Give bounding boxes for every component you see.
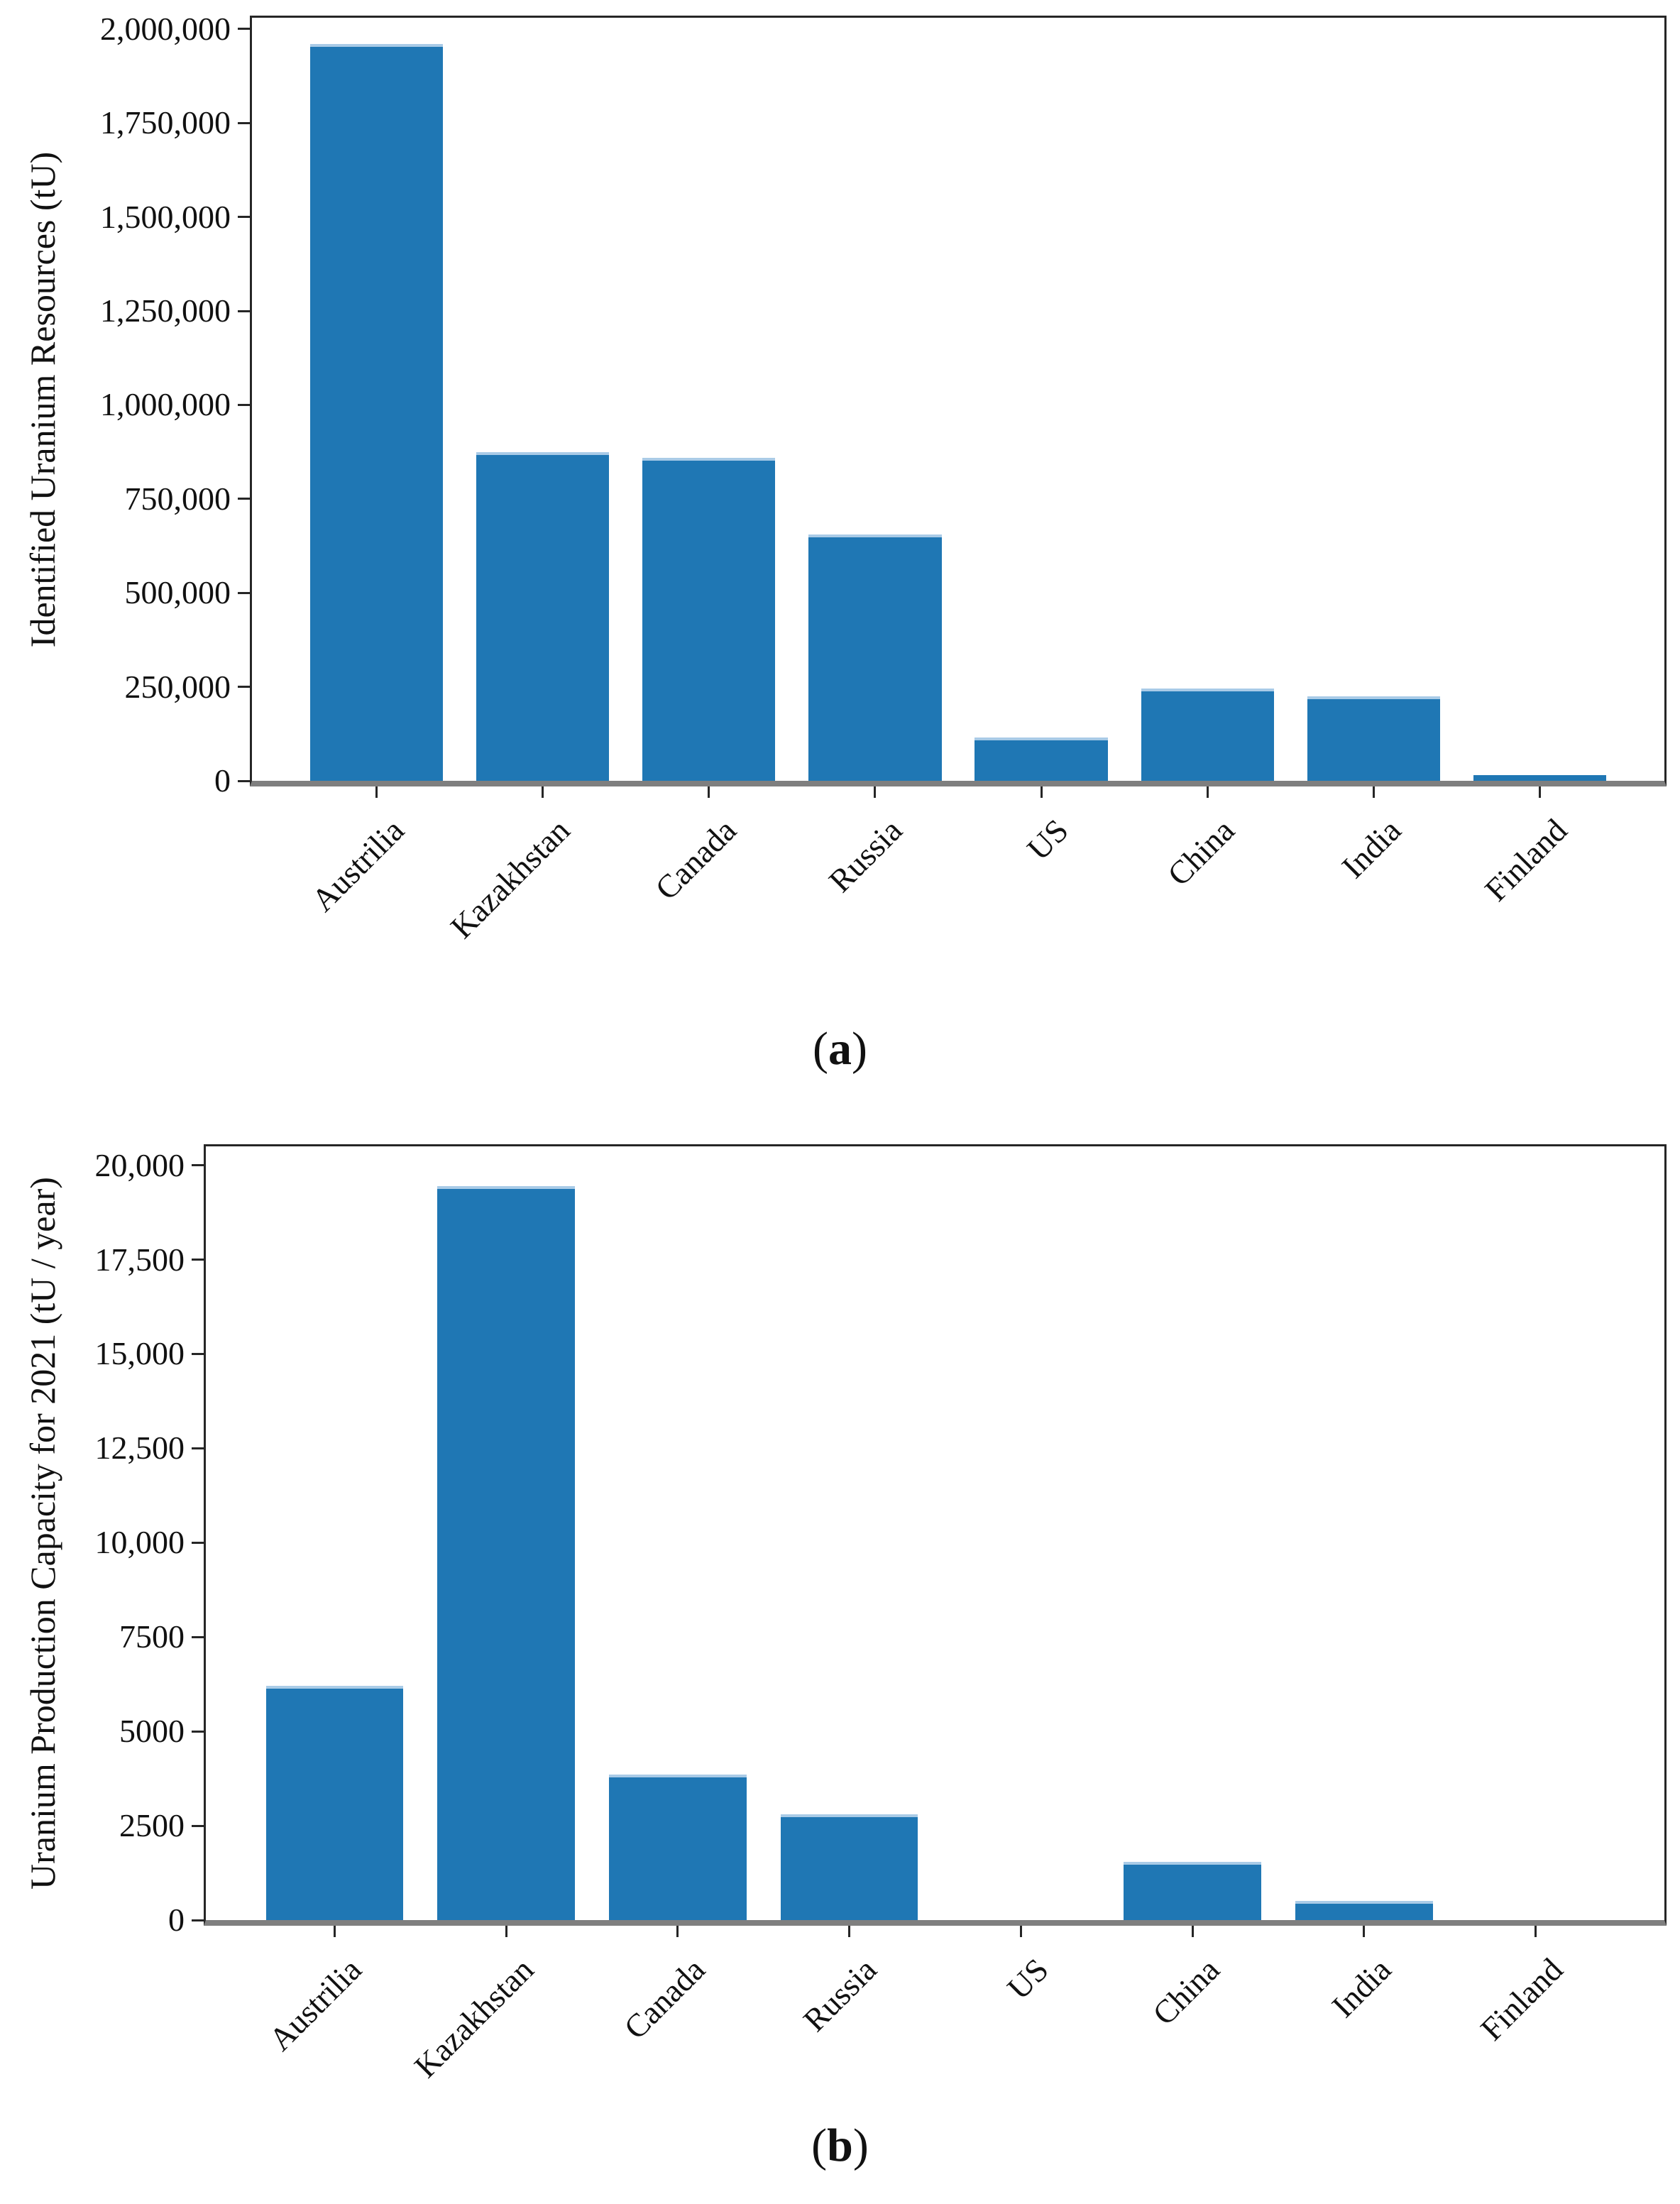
y-tick-label-b: 17,500 bbox=[94, 1241, 185, 1278]
bar-canada bbox=[642, 457, 776, 781]
y-tick-label-b: 5000 bbox=[119, 1713, 185, 1750]
y-tick-b bbox=[192, 1541, 204, 1544]
x-tick-b bbox=[1534, 1926, 1537, 1937]
y-tick-label-a: 2,000,000 bbox=[100, 10, 231, 47]
bar-austrilia bbox=[265, 1686, 404, 1920]
x-category-label-a: Kazakhstan bbox=[443, 811, 577, 945]
y-tick-b bbox=[192, 1824, 204, 1827]
bar-canada bbox=[609, 1775, 747, 1920]
caption-letter-b: b bbox=[827, 2120, 853, 2171]
bar-china bbox=[1141, 689, 1274, 781]
x-category-label-a: US bbox=[1020, 811, 1076, 867]
bar-kazakhstan bbox=[437, 1185, 575, 1920]
y-tick-b bbox=[192, 1635, 204, 1638]
y-tick-a bbox=[238, 216, 250, 219]
x-category-label-a: Russia bbox=[822, 811, 909, 899]
x-tick-b bbox=[676, 1926, 679, 1937]
x-tick-a bbox=[874, 786, 877, 798]
y-tick-a bbox=[238, 28, 250, 31]
y-tick-b bbox=[192, 1730, 204, 1733]
x-category-label-b: Austrilia bbox=[262, 1951, 369, 2058]
bar-india bbox=[1307, 696, 1440, 781]
x-category-label-b: China bbox=[1146, 1951, 1227, 2032]
y-tick-label-a: 500,000 bbox=[124, 574, 231, 611]
x-category-label-a: Canada bbox=[648, 811, 743, 907]
caption-b: (b) bbox=[0, 2122, 1680, 2169]
y-tick-label-b: 0 bbox=[168, 1902, 185, 1938]
y-tick-label-a: 750,000 bbox=[124, 480, 231, 517]
y-tick-label-a: 1,000,000 bbox=[100, 386, 231, 423]
x-category-label-b: Canada bbox=[617, 1951, 712, 2046]
y-tick-a bbox=[238, 121, 250, 124]
bar-finland bbox=[1473, 775, 1607, 781]
y-tick-label-a: 1,250,000 bbox=[100, 292, 231, 329]
plot-area-b bbox=[204, 1144, 1667, 1926]
x-tick-a bbox=[375, 786, 378, 798]
y-tick-a bbox=[238, 498, 250, 500]
y-tick-b bbox=[192, 1919, 204, 1921]
bar-kazakhstan bbox=[476, 451, 610, 781]
y-tick-label-b: 2500 bbox=[119, 1807, 185, 1844]
y-tick-b bbox=[192, 1259, 204, 1261]
x-category-label-b: Russia bbox=[796, 1951, 884, 2039]
y-tick-label-a: 1,500,000 bbox=[100, 198, 231, 235]
y-tick-label-b: 7500 bbox=[119, 1618, 185, 1655]
x-tick-b bbox=[1191, 1926, 1194, 1937]
x-tick-b bbox=[848, 1926, 851, 1937]
y-tick-b bbox=[192, 1447, 204, 1449]
caption-close-a: ) bbox=[852, 1023, 867, 1075]
y-axis-label-b: Uranium Production Capacity for 2021 (tU… bbox=[23, 1177, 62, 1890]
caption-a: (a) bbox=[0, 1026, 1680, 1073]
y-tick-label-a: 0 bbox=[214, 762, 231, 799]
y-tick-a bbox=[238, 779, 250, 782]
x-tick-a bbox=[1538, 786, 1541, 798]
x-tick-b bbox=[1019, 1926, 1022, 1937]
y-axis-label-a: Identified Uranium Resources (tU) bbox=[23, 151, 62, 647]
y-tick-label-b: 15,000 bbox=[94, 1335, 185, 1372]
x-category-label-a: India bbox=[1334, 811, 1408, 885]
x-category-label-b: Finland bbox=[1473, 1951, 1570, 2048]
x-tick-a bbox=[542, 786, 544, 798]
y-tick-label-a: 250,000 bbox=[124, 668, 231, 705]
x-category-label-a: China bbox=[1160, 811, 1242, 893]
bar-russia bbox=[780, 1814, 918, 1920]
caption-open-a: ( bbox=[813, 1023, 828, 1075]
bar-india bbox=[1295, 1901, 1433, 1920]
y-tick-a bbox=[238, 591, 250, 594]
x-tick-a bbox=[1372, 786, 1375, 798]
x-tick-a bbox=[708, 786, 710, 798]
x-category-label-a: Austrilia bbox=[304, 811, 411, 919]
x-category-label-a: Finland bbox=[1477, 811, 1574, 909]
y-tick-b bbox=[192, 1164, 204, 1167]
y-tick-a bbox=[238, 403, 250, 406]
y-tick-a bbox=[238, 309, 250, 312]
bar-austrilia bbox=[309, 44, 444, 781]
x-tick-b bbox=[333, 1926, 336, 1937]
caption-open-b: ( bbox=[811, 2120, 828, 2171]
caption-letter-a: a bbox=[828, 1023, 852, 1075]
x-tick-a bbox=[1206, 786, 1209, 798]
x-category-label-b: India bbox=[1324, 1951, 1398, 2024]
plot-area-a bbox=[250, 16, 1667, 786]
y-tick-label-b: 10,000 bbox=[94, 1524, 185, 1561]
x-tick-a bbox=[1040, 786, 1043, 798]
bar-russia bbox=[808, 534, 942, 781]
x-tick-b bbox=[1363, 1926, 1366, 1937]
x-category-label-b: US bbox=[999, 1951, 1055, 2007]
y-tick-label-a: 1,750,000 bbox=[100, 104, 231, 141]
x-tick-b bbox=[505, 1926, 507, 1937]
y-tick-a bbox=[238, 686, 250, 689]
x-category-label-b: Kazakhstan bbox=[407, 1951, 541, 2085]
y-tick-label-b: 20,000 bbox=[94, 1146, 185, 1183]
bar-us bbox=[974, 738, 1108, 781]
y-tick-b bbox=[192, 1352, 204, 1355]
caption-close-b: ) bbox=[852, 2120, 869, 2171]
y-tick-label-b: 12,500 bbox=[94, 1430, 185, 1466]
bar-china bbox=[1124, 1861, 1261, 1920]
